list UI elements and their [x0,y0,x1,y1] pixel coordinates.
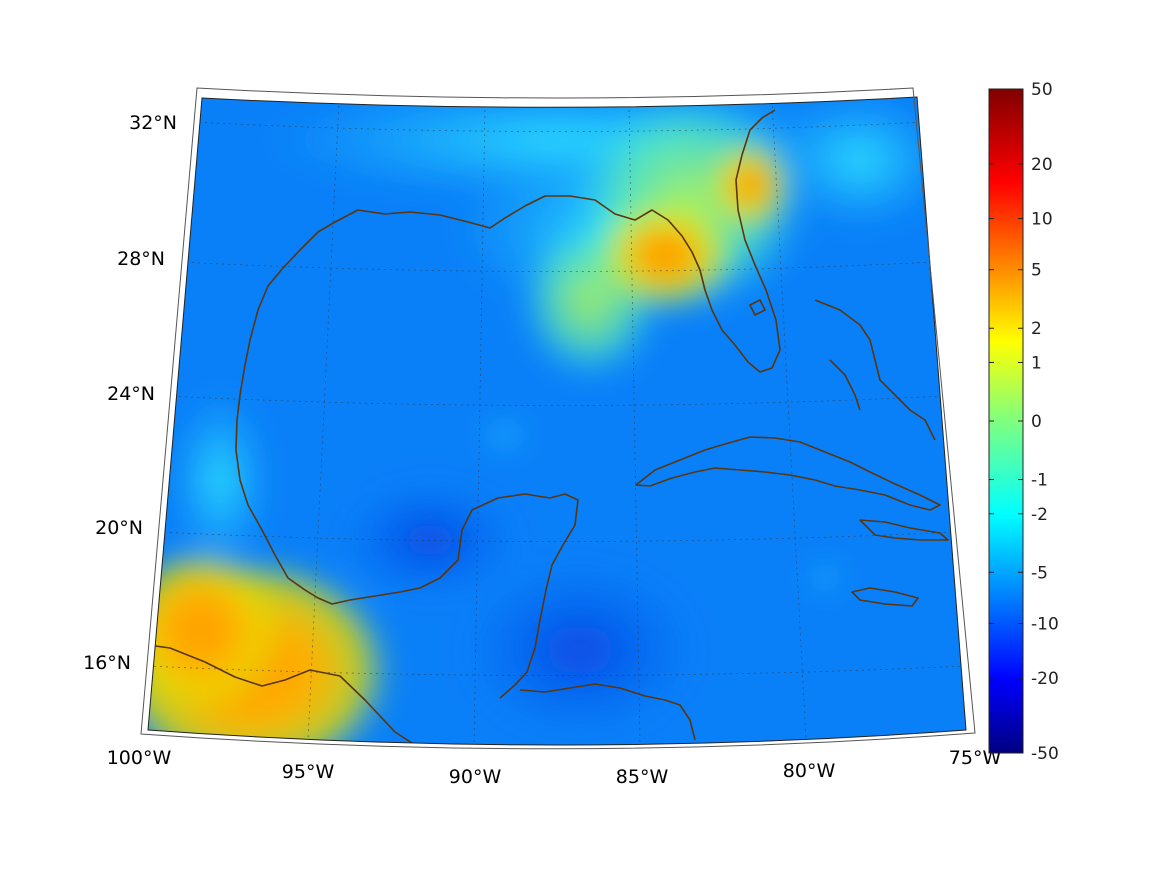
colorbar-tick-label: 0 [1031,412,1042,432]
colorbar-gradient [988,88,1024,754]
lon-label-75: 75°W [949,747,1002,769]
colorbar-tick-label: 10 [1031,210,1053,230]
longitude-labels: 100°W 95°W 90°W 85°W 80°W 75°W [107,747,1002,788]
map-field [148,97,966,745]
coastlines [148,109,949,745]
colorbar-tick-label: 50 [1031,80,1053,100]
lon-label-95: 95°W [282,761,335,783]
colorbar-tick-label: 2 [1031,319,1042,339]
us-gulf-coast [357,109,781,373]
lake-okeechobee [749,299,766,316]
map-frame-outer [140,87,976,750]
cuba [635,436,941,511]
central-america-south-coast [519,683,696,741]
graticule [148,99,965,745]
colorbar-tick-label: -10 [1031,614,1059,634]
lon-label-90: 90°W [449,766,502,788]
lat-label-24: 24°N [107,383,155,405]
mexico-gulf-coast [235,209,579,699]
hispaniola [859,519,949,541]
lat-label-28: 28°N [117,248,165,270]
bahamas [814,299,936,441]
colorbar-tick-label: -2 [1031,505,1048,525]
lat-label-20: 20°N [95,517,143,539]
map-frame [147,96,967,746]
colorbar-tick-label: -1 [1031,471,1048,491]
colorbar-tick-label: 1 [1031,353,1042,373]
colorbar-tick-label: -50 [1031,744,1059,764]
lon-label-100: 100°W [107,747,172,769]
lat-label-32: 32°N [129,112,177,134]
colorbar-tick-label: 5 [1031,261,1042,281]
lon-label-80: 80°W [783,760,836,782]
lon-label-85: 85°W [616,766,669,788]
gulf-coast-west [148,644,416,745]
colorbar-tick-label: -20 [1031,669,1059,689]
colorbar-tick-label: -5 [1031,563,1048,583]
lat-label-16: 16°N [83,652,131,674]
jamaica [851,587,919,607]
colorbar-tick-label: 20 [1031,155,1053,175]
latitude-labels: 32°N 28°N 24°N 20°N 16°N [83,112,177,674]
